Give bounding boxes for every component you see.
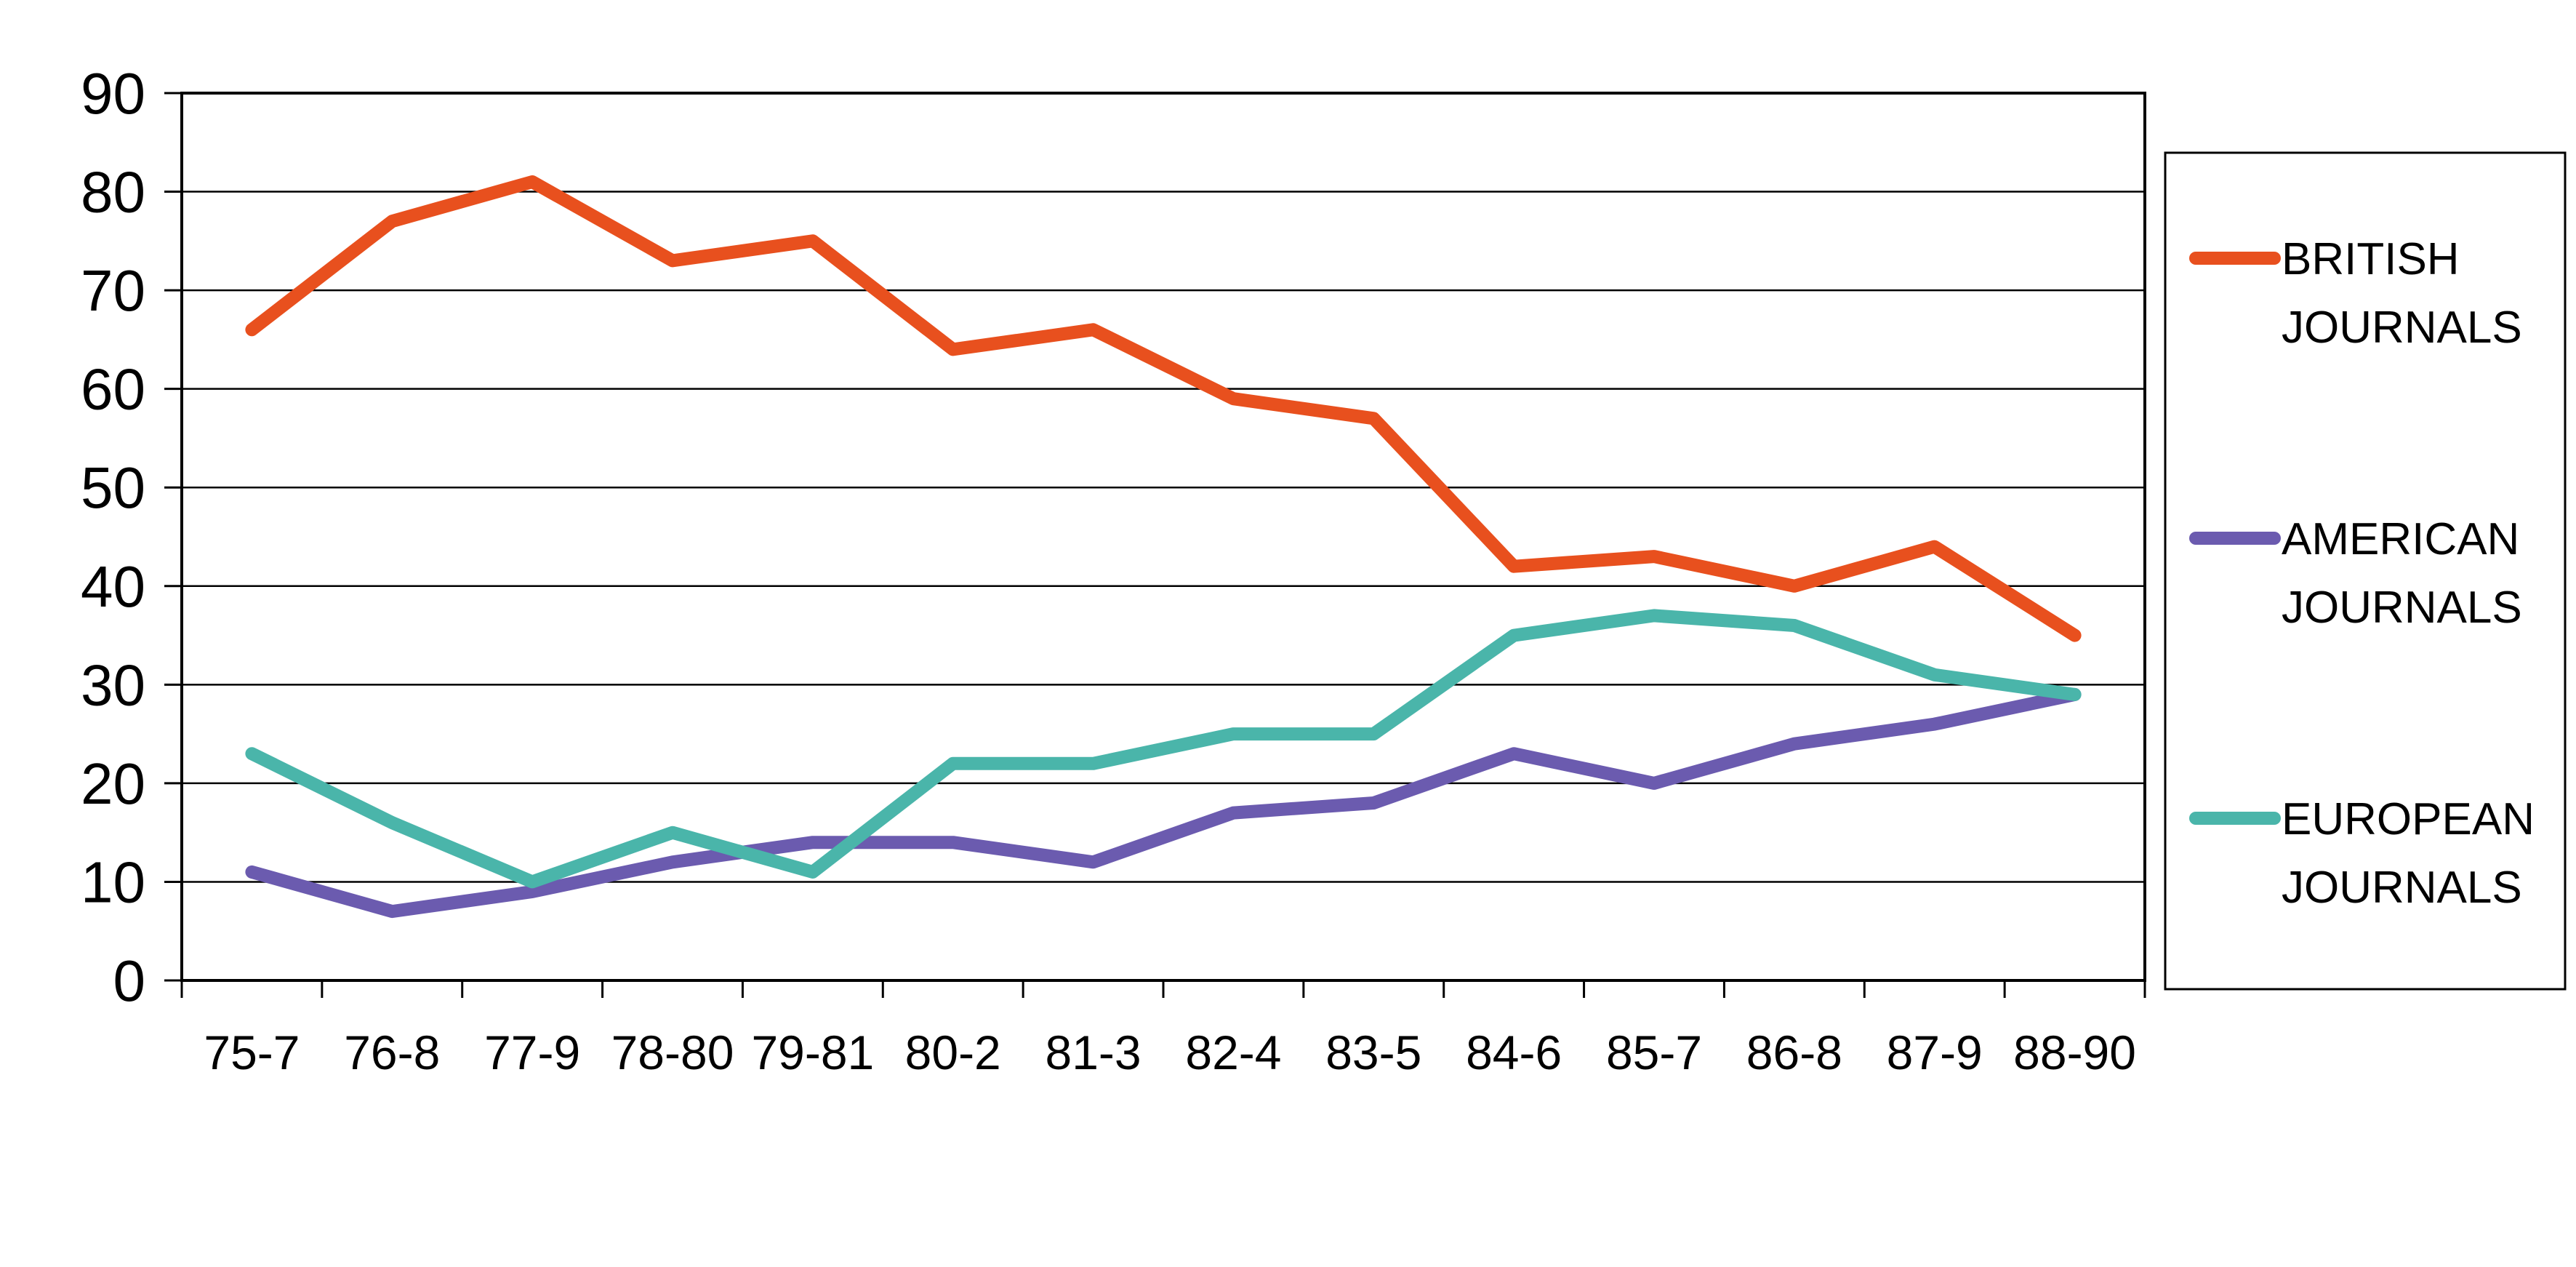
x-tick-label-76-8: 76-8: [344, 1026, 440, 1079]
x-tick-label-77-9: 77-9: [484, 1026, 580, 1079]
y-tick-label-80: 80: [81, 160, 145, 225]
x-tick-label-85-7: 85-7: [1606, 1026, 1702, 1079]
x-tick-label-80-2: 80-2: [905, 1026, 1001, 1079]
legend-label-american-journals: AMERICAN JOURNALS: [2282, 514, 2522, 633]
y-tick-label-60: 60: [81, 357, 145, 422]
series-lines: [245, 175, 2082, 919]
plot-background: [180, 92, 2146, 982]
y-tick-label-20: 20: [81, 751, 145, 816]
y-tick-label-10: 10: [81, 850, 145, 914]
x-tick-label-81-3: 81-3: [1046, 1026, 1141, 1079]
x-tick-label-75-7: 75-7: [204, 1026, 300, 1079]
legend-box: [2164, 151, 2567, 991]
x-tick-label-86-8: 86-8: [1746, 1026, 1842, 1079]
x-tick-labels: 75-7 76-8 77-9 78-80 79-81 80-2 81-3 82-4 83-5 84…: [204, 1026, 2136, 1079]
x-tick-label-84-6: 84-6: [1466, 1026, 1562, 1079]
x-tick-label-79-81: 79-81: [751, 1026, 874, 1079]
gridlines: [182, 191, 2145, 883]
x-tick-label-82-4: 82-4: [1185, 1026, 1281, 1079]
y-tick-label-40: 40: [81, 554, 145, 619]
legend-label-british-journals: BRITISH JOURNALS: [2282, 234, 2522, 353]
legend-label-european-journals: EUROPEAN JOURNALS: [2282, 794, 2535, 913]
series-line-american-journals: [245, 687, 2082, 919]
x-tick-label-78-80: 78-80: [611, 1026, 734, 1079]
x-tick-label-88-90: 88-90: [2013, 1026, 2136, 1079]
series-line-british-journals: [245, 175, 2082, 642]
axes: [164, 92, 2146, 998]
legend: BRITISH JOURNALS AMERICAN JOURNALS EUROPEAN J…: [2164, 151, 2567, 991]
y-tick-label-0: 0: [113, 948, 146, 1013]
x-tick-label-83-5: 83-5: [1325, 1026, 1421, 1079]
y-tick-label-90: 90: [81, 61, 145, 126]
y-tick-labels: 0 10 20 30 40 50 60 70 80 90: [81, 61, 145, 1013]
y-tick-label-50: 50: [81, 455, 145, 520]
y-tick-label-30: 30: [81, 652, 145, 717]
plot-frame: [180, 92, 2146, 982]
y-tick-label-70: 70: [81, 258, 145, 323]
series-line-european-journals: [245, 609, 2082, 889]
x-tick-label-87-9: 87-9: [1887, 1026, 1983, 1079]
